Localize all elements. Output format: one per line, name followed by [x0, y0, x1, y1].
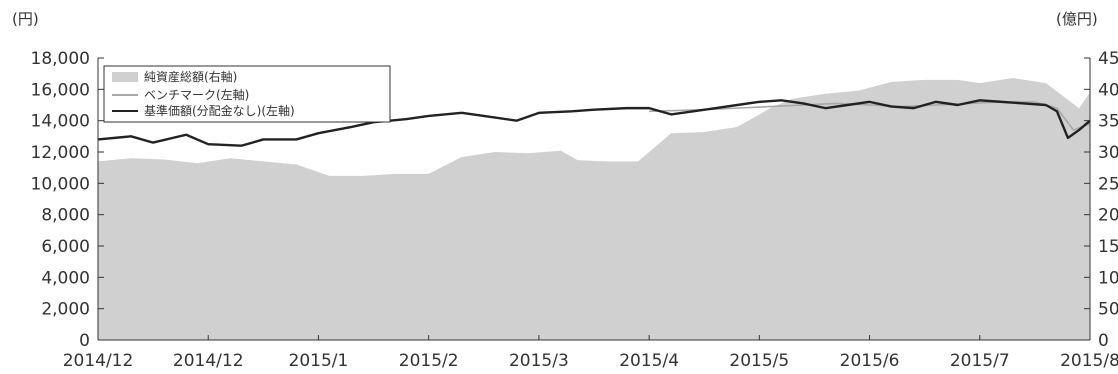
legend-label-benchmark: ベンチマーク(左軸)	[144, 87, 249, 102]
left-tick-label: 16,000	[31, 80, 90, 100]
line-layer	[97, 99, 1091, 147]
right-tick-label: 250	[1098, 174, 1118, 194]
x-tick-label: 2015/1	[289, 351, 349, 371]
x-axis: 2014/12 2014/12 2015/1 2015/2 2015/3 2015/4 20…	[63, 335, 1118, 371]
right-tick-label: 50	[1098, 300, 1118, 320]
left-tick-label: 18,000	[31, 49, 90, 69]
x-tick-label: 2015/6	[840, 351, 900, 371]
left-tick-label: 14,000	[31, 112, 90, 132]
right-tick-label: 100	[1098, 268, 1118, 288]
legend: 純資産総額(右軸) ベンチマーク(左軸) 基準価額(分配金なし)(左軸)	[103, 65, 391, 123]
right-tick-label: 450	[1098, 49, 1118, 69]
series-line-nav	[97, 99, 1091, 147]
left-tick-label: 0	[79, 331, 90, 351]
left-tick-label: 10,000	[31, 174, 90, 194]
area-layer	[98, 78, 1090, 340]
left-tick-label: 2,000	[41, 300, 90, 320]
right-tick-label: 0	[1098, 331, 1109, 351]
legend-box	[103, 65, 391, 123]
x-tick-label: 2014/12	[173, 351, 244, 371]
left-unit-label: (円)	[12, 10, 39, 28]
left-tick-label: 12,000	[31, 143, 90, 163]
left-axis: 0 2,000 4,000 6,000 8,000 10,000 12,000 14,000 1…	[31, 49, 104, 351]
x-tick-label: 2015/8	[1060, 351, 1118, 371]
right-tick-label: 200	[1098, 206, 1118, 226]
right-unit-label: (億円)	[1056, 10, 1098, 28]
left-tick-label: 4,000	[41, 268, 90, 288]
right-tick-label: 400	[1098, 80, 1118, 100]
legend-label-nav: 基準価額(分配金なし)(左軸)	[144, 103, 295, 118]
right-tick-label: 150	[1098, 237, 1118, 257]
left-tick-label: 6,000	[41, 237, 90, 257]
x-tick-label: 2015/5	[729, 351, 789, 371]
right-axis: 0 50 100 150 200 250 300 350 400 450	[1084, 49, 1118, 351]
legend-area-swatch	[112, 72, 138, 82]
x-tick-label: 2015/3	[509, 351, 569, 371]
right-tick-label: 300	[1098, 143, 1118, 163]
x-tick-label: 2014/12	[63, 351, 134, 371]
x-tick-label: 2015/2	[399, 351, 459, 371]
x-tick-label: 2015/7	[950, 351, 1010, 371]
x-tick-label: 2015/4	[619, 351, 679, 371]
series-area-net-assets	[98, 78, 1090, 340]
left-tick-label: 8,000	[41, 206, 90, 226]
legend-label-area: 純資産総額(右軸)	[144, 69, 237, 84]
right-tick-label: 350	[1098, 112, 1118, 132]
